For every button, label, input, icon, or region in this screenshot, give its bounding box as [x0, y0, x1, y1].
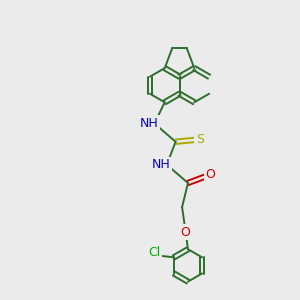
Text: S: S [196, 133, 204, 146]
Text: Cl: Cl [148, 245, 160, 259]
Text: NH: NH [152, 158, 171, 171]
Text: O: O [205, 168, 215, 181]
Text: O: O [181, 226, 190, 239]
Text: NH: NH [140, 117, 158, 130]
